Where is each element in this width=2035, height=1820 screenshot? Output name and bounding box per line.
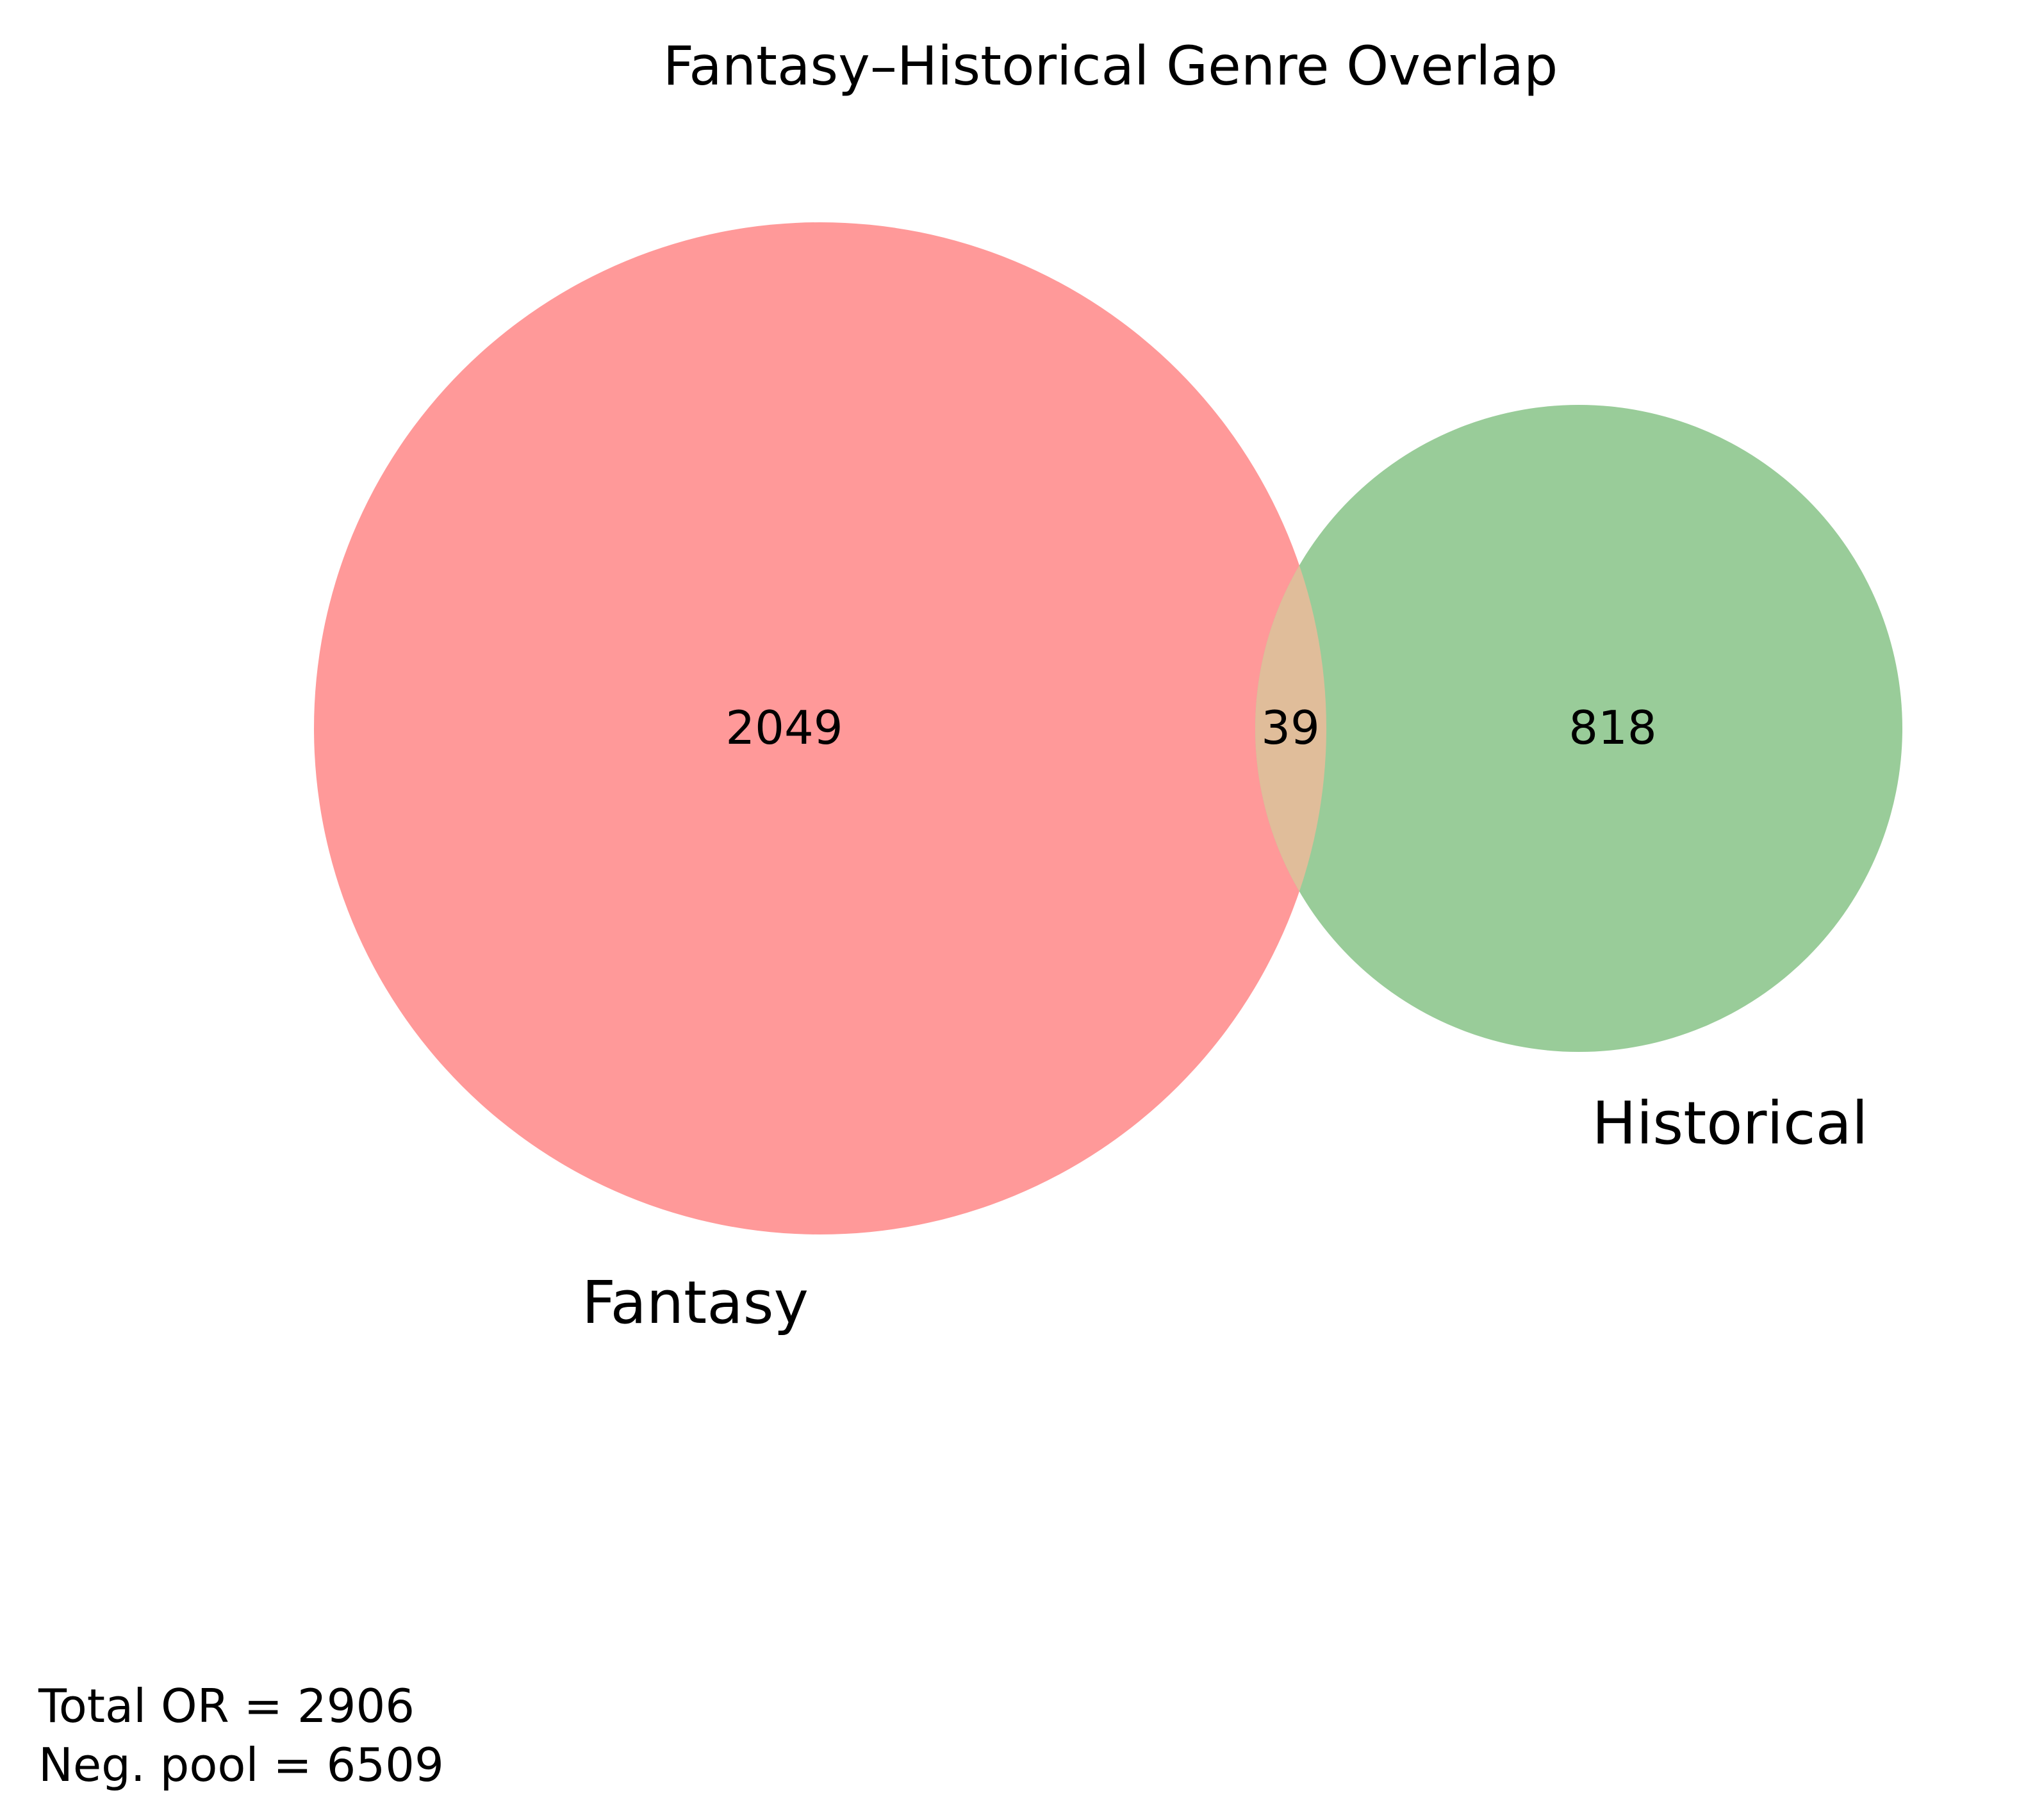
fantasy-set-label: Fantasy (582, 1268, 809, 1337)
historical-set-label: Historical (1592, 1089, 1868, 1158)
diagram-title: Fantasy–Historical Genre Overlap (663, 35, 1558, 97)
total-or-note: Total OR = 2906 (38, 1679, 415, 1733)
fantasy-circle (314, 222, 1326, 1234)
neg-pool-note: Neg. pool = 6509 (38, 1738, 444, 1792)
intersection-count: 39 (1261, 701, 1320, 755)
fantasy-only-count: 2049 (725, 701, 843, 755)
historical-only-count: 818 (1569, 701, 1656, 755)
historical-circle (1255, 405, 1902, 1052)
